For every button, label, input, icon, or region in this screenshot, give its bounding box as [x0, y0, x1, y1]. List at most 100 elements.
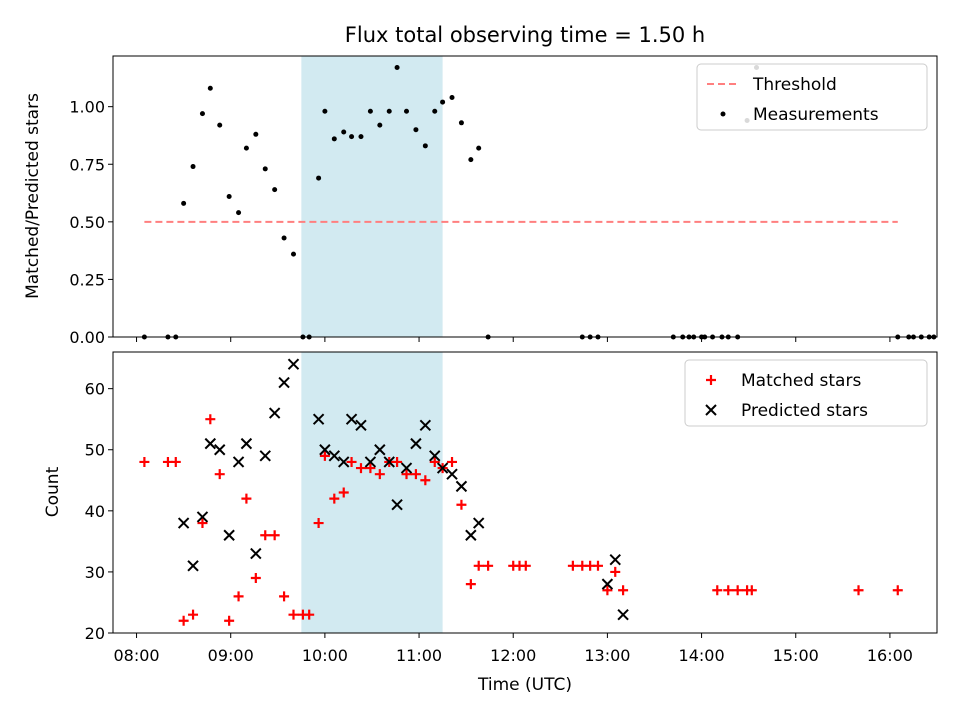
predicted-star-point [278, 376, 290, 389]
measurement-point [236, 210, 242, 216]
measurement-point [386, 108, 392, 114]
predicted-star-point [319, 444, 331, 456]
matched-star-point [260, 530, 271, 541]
predicted-star-point [391, 499, 403, 511]
measurement-point [349, 134, 355, 140]
chart-title: Flux total observing time = 1.50 h [345, 23, 705, 47]
matched-star-point [410, 469, 421, 480]
x-axis-label: Time (UTC) [477, 675, 572, 695]
legend-box [696, 63, 928, 131]
predicted-star-point [204, 437, 217, 450]
y-tick-label: 30 [85, 563, 105, 582]
matched-star-point [139, 456, 150, 467]
predicted-star-point [312, 413, 325, 425]
matched-star-point [712, 585, 723, 596]
predicted-star-point [374, 444, 386, 456]
y-tick-label: 0.00 [69, 328, 105, 347]
predicted-star-point [328, 450, 341, 462]
predicted-star-point [617, 608, 629, 621]
matched-star-point [465, 579, 476, 590]
predicted-star-point [383, 456, 395, 468]
y-tick-label: 40 [85, 502, 105, 521]
y-tick-label: 0.50 [69, 213, 105, 232]
matched-star-point [241, 493, 252, 504]
matched-star-point [892, 585, 903, 596]
predicted-star-point [436, 462, 449, 474]
matched-star-point [456, 499, 467, 510]
matched-star-point [313, 518, 324, 529]
matched-star-point [346, 456, 357, 467]
legend-box [684, 359, 928, 427]
legend-label: Threshold [752, 75, 837, 95]
measurement-point [476, 145, 482, 151]
matched-star-point [374, 469, 385, 480]
x-tick-label: 12:00 [490, 646, 536, 665]
predicted-star-point [465, 529, 477, 541]
matched-star-point [392, 456, 403, 467]
measurement-point [253, 131, 259, 137]
matched-star-point [365, 463, 376, 474]
predicted-star-point [268, 407, 281, 419]
measurement-point [290, 251, 296, 257]
matched-star-point [429, 456, 440, 467]
legend-label: Matched stars [741, 371, 861, 391]
predicted-star-point [259, 450, 271, 462]
predicted-star-point [187, 560, 199, 572]
predicted-star-point [287, 358, 300, 370]
bottom-panel: 20 30 40 50 60 08:00 09:00 10:00 11:00 12:00 13:00… [85, 351, 938, 665]
matched-star-point [473, 560, 484, 571]
observing-span [301, 56, 443, 337]
matched-star-point [178, 615, 189, 626]
measurement-point [262, 166, 268, 172]
matched-star-point [420, 475, 431, 486]
y-tick-label: 20 [85, 624, 105, 643]
predicted-star-point [364, 456, 377, 468]
measurement-point [272, 187, 278, 193]
predicted-star-point [419, 419, 432, 432]
matched-star-point [188, 609, 199, 620]
legend-matched-marker [706, 375, 716, 385]
matched-star-point [319, 450, 330, 461]
x-tick-label: 11:00 [396, 646, 442, 665]
measurement-point [217, 122, 223, 128]
y-tick-label: 0.75 [69, 155, 105, 174]
predicted-star-point [472, 517, 485, 529]
predicted-star-point [400, 462, 413, 474]
observing-span [301, 352, 443, 633]
legend-measurement-marker [720, 111, 726, 117]
matched-star-point [338, 487, 349, 498]
legend-label: Predicted stars [741, 401, 868, 421]
top-ylabel: Matched/Predicted stars [23, 93, 43, 299]
matched-star-point [746, 585, 757, 596]
predicted-star-point [240, 437, 253, 450]
x-tick-label: 13:00 [584, 646, 630, 665]
predicted-star-point [232, 456, 245, 468]
plot-frame [112, 351, 938, 634]
x-tick-label: 08:00 [113, 646, 159, 665]
predicted-star-point [410, 437, 422, 450]
matched-star-point [723, 585, 734, 596]
predicted-star-point [601, 578, 614, 590]
measurement-point [367, 108, 373, 114]
measurement-point [358, 134, 364, 140]
measurement-point [394, 65, 400, 71]
matched-star-point [618, 585, 629, 596]
measurement-point [404, 108, 410, 114]
y-tick-label: 0.25 [69, 270, 105, 289]
x-tick-label: 15:00 [773, 646, 819, 665]
measurement-point [331, 136, 337, 142]
matched-star-point [401, 469, 412, 480]
measurement-point [199, 111, 205, 117]
measurement-point [440, 99, 446, 105]
matched-star-point [224, 615, 235, 626]
measurement-point [422, 143, 428, 149]
legend-predicted-marker [705, 404, 717, 416]
matched-star-point [214, 469, 225, 480]
series-matched-stars [139, 414, 903, 626]
measurement-point [181, 200, 187, 206]
y-tick-label: 50 [85, 441, 105, 460]
matched-star-point [447, 456, 458, 467]
measurement-point [190, 164, 196, 170]
x-tick-label: 10:00 [302, 646, 348, 665]
